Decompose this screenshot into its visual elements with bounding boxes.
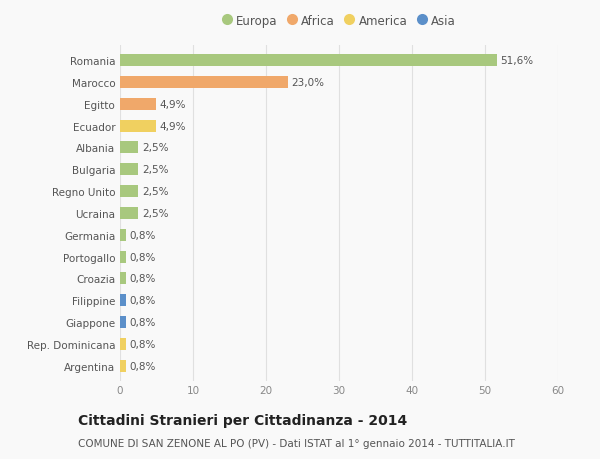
Text: 2,5%: 2,5%: [142, 165, 169, 175]
Bar: [120, 77, 288, 89]
Bar: [120, 186, 138, 198]
Bar: [120, 55, 497, 67]
Bar: [120, 251, 126, 263]
Bar: [120, 120, 156, 132]
Text: 2,5%: 2,5%: [142, 208, 169, 218]
Text: 4,9%: 4,9%: [160, 122, 186, 131]
Text: 23,0%: 23,0%: [292, 78, 325, 88]
Text: 2,5%: 2,5%: [142, 143, 169, 153]
Bar: [120, 207, 138, 219]
Text: 0,8%: 0,8%: [130, 274, 156, 284]
Bar: [120, 164, 138, 176]
Bar: [120, 142, 138, 154]
Text: 2,5%: 2,5%: [142, 187, 169, 196]
Bar: [120, 360, 126, 372]
Text: 0,8%: 0,8%: [130, 230, 156, 240]
Text: 0,8%: 0,8%: [130, 317, 156, 327]
Text: 0,8%: 0,8%: [130, 361, 156, 371]
Text: 4,9%: 4,9%: [160, 100, 186, 110]
Text: 0,8%: 0,8%: [130, 339, 156, 349]
Text: COMUNE DI SAN ZENONE AL PO (PV) - Dati ISTAT al 1° gennaio 2014 - TUTTITALIA.IT: COMUNE DI SAN ZENONE AL PO (PV) - Dati I…: [78, 438, 515, 448]
Bar: [120, 295, 126, 307]
Bar: [120, 273, 126, 285]
Text: 51,6%: 51,6%: [500, 56, 533, 66]
Text: 0,8%: 0,8%: [130, 252, 156, 262]
Text: Cittadini Stranieri per Cittadinanza - 2014: Cittadini Stranieri per Cittadinanza - 2…: [78, 414, 407, 428]
Bar: [120, 229, 126, 241]
Bar: [120, 99, 156, 111]
Legend: Europa, Africa, America, Asia: Europa, Africa, America, Asia: [222, 15, 456, 28]
Bar: [120, 338, 126, 350]
Bar: [120, 316, 126, 328]
Text: 0,8%: 0,8%: [130, 296, 156, 305]
